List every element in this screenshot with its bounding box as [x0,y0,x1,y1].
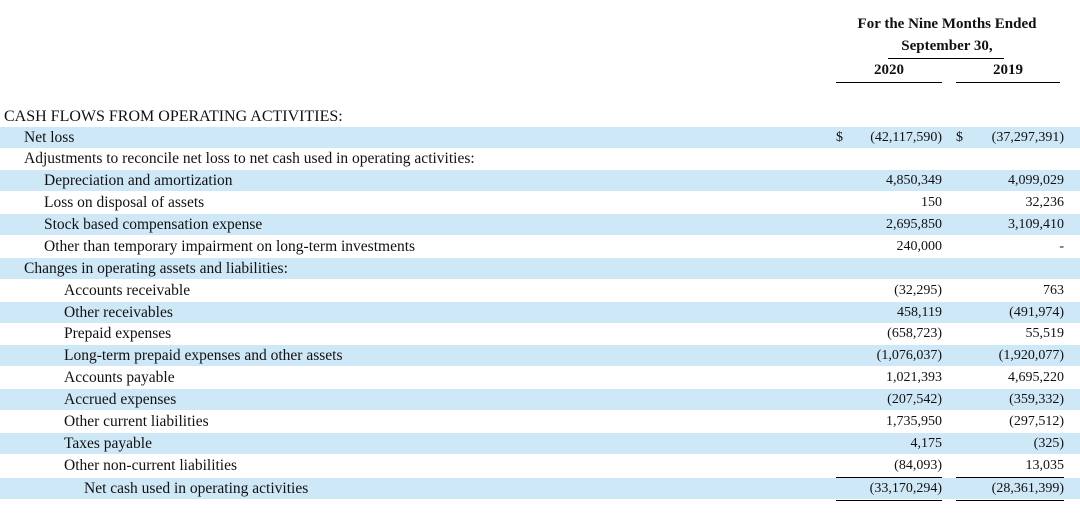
value-2020: 4,175 [910,436,943,451]
section-title-row: CASH FLOWS FROM OPERATING ACTIVITIES: [0,106,1080,127]
period-header-underline [888,58,1004,59]
row-label: Stock based compensation expense [44,216,263,233]
total-rule-2019 [956,500,1064,501]
value-2020: 4,850,349 [886,173,942,188]
value-2020: (207,542) [887,392,942,407]
row-label: Loss on disposal of assets [44,194,205,211]
subtotal-rule-2019 [956,477,1064,478]
value-2019: 13,035 [1025,458,1065,473]
row-label: Adjustments to reconcile net loss to net… [24,150,475,167]
row-label: Accrued expenses [64,391,177,408]
table-row-accrued-expenses: Accrued expenses (207,542) (359,332) [0,389,1080,410]
subtotal-rule-2020 [836,477,942,478]
value-2020: (33,170,294) [869,481,942,496]
table-row-long-term-prepaid: Long-term prepaid expenses and other ass… [0,345,1080,366]
value-2019: 4,695,220 [1008,370,1064,385]
value-2019: 32,236 [1025,195,1065,210]
column-2019-underline [956,82,1060,83]
value-2020: (658,723) [887,326,942,341]
row-label: Net cash used in operating activities [84,480,309,497]
table-row-loss-on-disposal: Loss on disposal of assets 150 32,236 [0,192,1080,213]
table-row-adjustments-heading: Adjustments to reconcile net loss to net… [0,148,1080,169]
value-2020: 458,119 [897,305,942,320]
value-2020: 240,000 [896,239,943,254]
value-2020: (32,295) [894,283,942,298]
column-header-2020: 2020 [874,62,904,78]
row-label: Accounts payable [64,369,175,386]
value-2019: (491,974) [1009,305,1064,320]
row-label: Long-term prepaid expenses and other ass… [64,347,343,364]
table-row-other-current-liabilities: Other current liabilities 1,735,950 (297… [0,411,1080,432]
value-2020: 1,021,393 [886,370,942,385]
table-row-net-loss: Net loss $ (42,117,590) $ (37,297,391) [0,127,1080,148]
row-label: Net loss [24,129,75,146]
table-row-taxes-payable: Taxes payable 4,175 (325) [0,433,1080,454]
row-label: Other than temporary impairment on long-… [44,238,416,255]
value-2019: (325) [1033,436,1064,451]
row-label: Accounts receivable [64,282,191,299]
value-2019: (37,297,391) [991,130,1064,145]
table-row-changes-heading: Changes in operating assets and liabilit… [0,258,1080,279]
period-header-line1: For the Nine Months Ended [857,16,1037,32]
currency-symbol-2020: $ [836,130,843,145]
table-row-accounts-receivable: Accounts receivable (32,295) 763 [0,280,1080,301]
row-label: Changes in operating assets and liabilit… [24,260,288,277]
value-2019: 763 [1043,283,1064,298]
table-row-other-receivables: Other receivables 458,119 (491,974) [0,302,1080,323]
period-header-line2: September 30, [901,38,993,54]
row-label: Other current liabilities [64,413,209,430]
column-header-2019: 2019 [993,62,1023,78]
table-row-accounts-payable: Accounts payable 1,021,393 4,695,220 [0,367,1080,388]
value-2019: - [1059,239,1064,254]
value-2020: 2,695,850 [886,217,942,232]
value-2020: (42,117,590) [870,130,942,145]
value-2019: (28,361,399) [991,481,1064,496]
total-rule-2020 [836,500,942,501]
table-row-other-non-current-liabilities: Other non-current liabilities (84,093) 1… [0,455,1080,476]
section-title: CASH FLOWS FROM OPERATING ACTIVITIES: [4,108,343,125]
value-2019: (359,332) [1009,392,1064,407]
row-label: Other non-current liabilities [64,457,238,474]
value-2020: (1,076,037) [876,348,942,363]
value-2019: (297,512) [1009,414,1064,429]
value-2019: 3,109,410 [1008,217,1064,232]
value-2019: 55,519 [1025,326,1065,341]
currency-symbol-2019: $ [956,130,963,145]
table-row-impairment: Other than temporary impairment on long-… [0,236,1080,257]
column-2020-underline [836,82,942,83]
row-label: Taxes payable [64,435,152,452]
table-row-depreciation: Depreciation and amortization 4,850,349 … [0,170,1080,191]
table-row-prepaid-expenses: Prepaid expenses (658,723) 55,519 [0,323,1080,344]
row-label: Prepaid expenses [64,325,172,342]
row-label: Depreciation and amortization [44,172,233,189]
value-2020: (84,093) [894,458,942,473]
table-row-net-cash-used: Net cash used in operating activities (3… [0,478,1080,499]
value-2020: 1,735,950 [886,414,942,429]
value-2019: 4,099,029 [1008,173,1064,188]
value-2020: 150 [921,195,942,210]
table-row-stock-compensation: Stock based compensation expense 2,695,8… [0,214,1080,235]
value-2019: (1,920,077) [998,348,1064,363]
row-label: Other receivables [64,304,173,321]
